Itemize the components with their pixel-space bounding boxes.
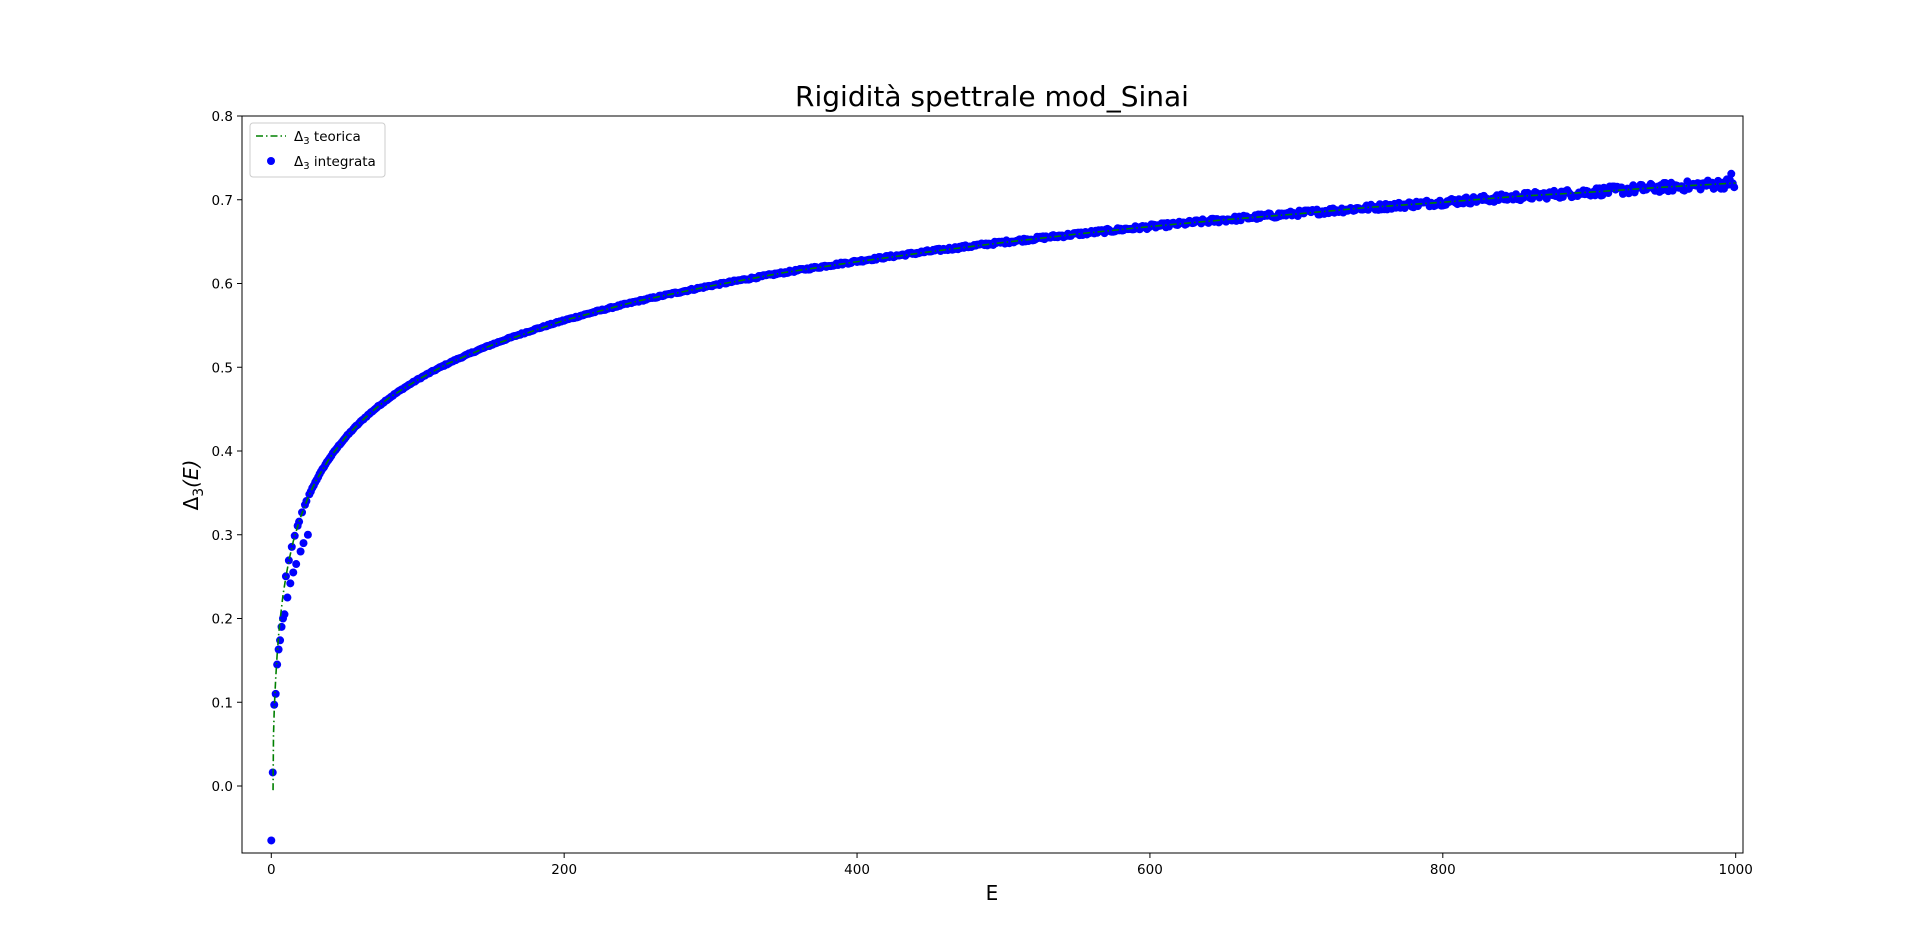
y-axis-label-sub: 3 [191, 488, 207, 497]
legend-dot-marker [267, 157, 275, 165]
y-tick-label: 0.8 [212, 109, 233, 125]
legend-entry-teorica: Δ3 teorica [294, 129, 361, 147]
y-tick-label: 0.6 [212, 277, 233, 293]
scatter-point [303, 530, 312, 539]
chart-title: Rigidità spettrale mod_Sinai [795, 80, 1189, 113]
scatter-point [271, 689, 280, 698]
x-tick-label: 600 [1137, 862, 1163, 878]
legend-box [249, 122, 386, 178]
scatter-point [292, 560, 301, 569]
y-tick-label: 0.2 [212, 612, 233, 628]
y-tick-label: 0.3 [212, 528, 233, 544]
scatter-point [273, 660, 282, 669]
scatter-point [274, 645, 283, 654]
scatter-point [1727, 169, 1736, 178]
legend-entry-integrata: Δ3 integrata [294, 154, 376, 172]
y-axis-label-rest: (E) [179, 460, 203, 488]
x-axis-label: E [986, 881, 999, 905]
scatter-point [281, 572, 290, 581]
legend: Δ3 teorica Δ3 integrata [249, 122, 386, 178]
scatter-point [267, 836, 276, 845]
x-tick-label: 400 [844, 862, 870, 878]
y-axis-label: Δ3(E) [179, 460, 207, 511]
x-tick-label: 0 [267, 862, 276, 878]
scatter-point [284, 556, 293, 565]
series-layer [267, 169, 1739, 845]
scatter-point [286, 579, 295, 588]
y-axis-label-base: Δ [179, 496, 203, 510]
scatter-point [270, 700, 279, 709]
scatter-point [1728, 179, 1737, 188]
x-tick-label: 200 [551, 862, 577, 878]
y-tick-label: 0.7 [212, 193, 233, 209]
scatter-point [280, 610, 289, 619]
y-tick-label: 0.5 [212, 360, 233, 376]
y-tick-label: 0.4 [212, 444, 233, 460]
plot-frame [241, 115, 1744, 854]
y-tick-label: 0.0 [212, 779, 233, 795]
scatter-point [290, 531, 299, 540]
y-axis: 0.0 0.1 0.2 0.3 0.4 0.5 0.6 0.7 0.8 [212, 109, 242, 795]
scatter-point [296, 547, 305, 556]
y-tick-label: 0.1 [212, 695, 233, 711]
scatter-point [299, 539, 308, 548]
x-tick-label: 800 [1430, 862, 1456, 878]
x-tick-label: 1000 [1718, 862, 1752, 878]
scatter-point [289, 568, 298, 577]
plot-area [241, 115, 1744, 854]
scatter-point [283, 593, 292, 602]
scatter-point [287, 542, 296, 551]
scatter-point [295, 517, 304, 526]
x-axis: 0 200 400 600 800 1000 [267, 853, 1753, 878]
